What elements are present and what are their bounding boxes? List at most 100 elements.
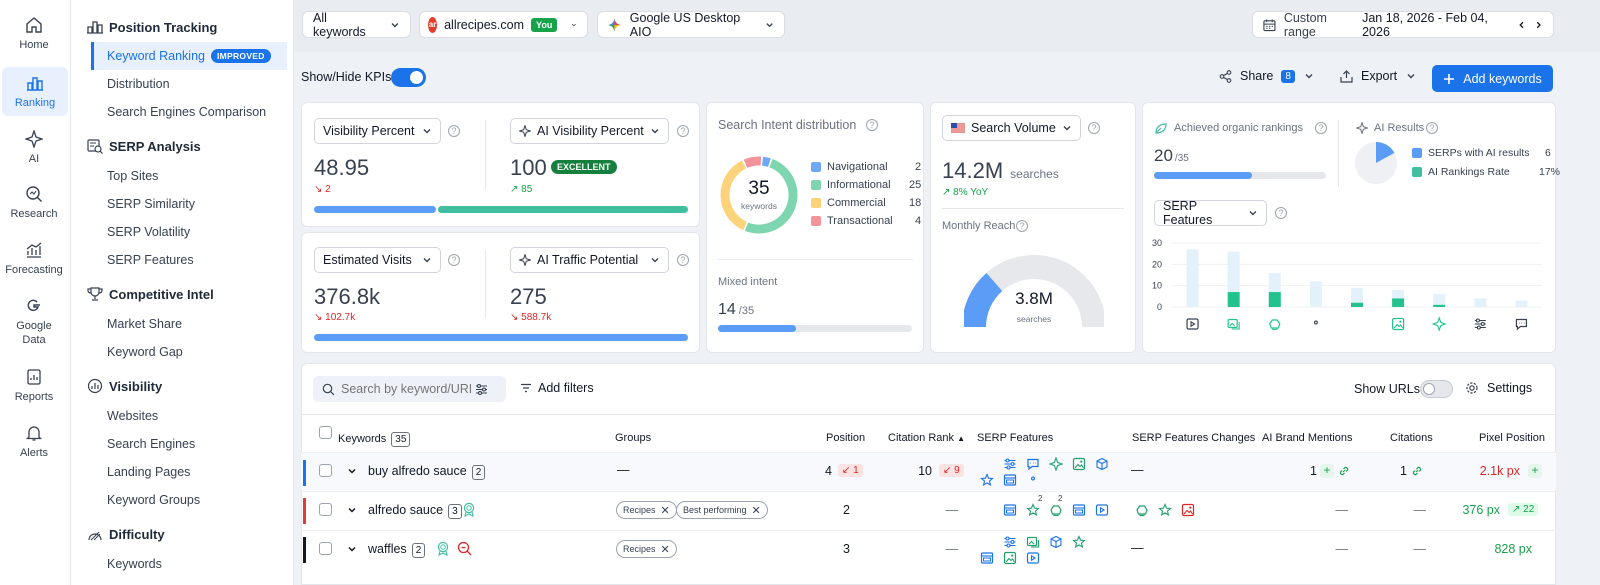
keyword-search-box[interactable] bbox=[313, 376, 506, 402]
expand-chevron-icon[interactable] bbox=[347, 466, 357, 476]
rail-google-data[interactable]: Google Data bbox=[0, 297, 68, 347]
add-mention-icon[interactable]: + bbox=[1320, 464, 1334, 478]
settings-button[interactable]: Settings bbox=[1465, 381, 1532, 395]
nav-item-serp-volatility[interactable]: SERP Volatility bbox=[107, 225, 191, 239]
keyword-cell[interactable]: waffles 2 bbox=[368, 542, 426, 558]
link-icon[interactable] bbox=[1411, 465, 1423, 477]
show-urls-toggle[interactable] bbox=[1420, 380, 1453, 398]
nav-item-landing-pages[interactable]: Landing Pages bbox=[107, 465, 191, 479]
pixel-position-value: 376 px bbox=[1462, 503, 1500, 517]
col-header-pixel-position[interactable]: Pixel Position bbox=[1479, 432, 1546, 444]
nav-item-search-engines-comparison[interactable]: Search Engines Comparison bbox=[107, 105, 267, 119]
col-header-position[interactable]: Position bbox=[826, 432, 866, 444]
nav-item-serp-features[interactable]: SERP Features bbox=[107, 253, 194, 267]
nav-item-websites[interactable]: Websites bbox=[107, 409, 159, 423]
rail-research[interactable]: Research bbox=[0, 185, 68, 221]
date-range-picker[interactable]: Custom range Jan 18, 2026 - Feb 04, 2026 bbox=[1252, 10, 1554, 39]
nav-item-difficulty-keywords[interactable]: Keywords bbox=[107, 557, 162, 571]
remove-tag-icon[interactable]: ✕ bbox=[660, 504, 670, 517]
search-engine-select[interactable]: Google US Desktop AIO bbox=[597, 11, 785, 39]
keywords-filter-select[interactable]: All keywords bbox=[302, 11, 411, 39]
visits-metric-select[interactable]: Estimated Visits bbox=[314, 247, 441, 273]
rail-ranking[interactable]: Ranking bbox=[2, 67, 68, 116]
remove-tag-icon[interactable]: ✕ bbox=[751, 504, 761, 517]
rail-alerts[interactable]: Alerts bbox=[0, 424, 68, 460]
rail-forecasting[interactable]: Forecasting bbox=[0, 241, 68, 277]
chevron-down-icon bbox=[423, 129, 431, 134]
nav-item-keyword-ranking[interactable]: Keyword Ranking IMPROVED bbox=[91, 42, 287, 70]
help-icon[interactable]: ? bbox=[1016, 220, 1028, 232]
col-header-groups[interactable]: Groups bbox=[615, 432, 652, 444]
ai-mentions-value: — bbox=[1335, 542, 1349, 556]
col-header-serp-features[interactable]: SERP Features bbox=[977, 432, 1054, 444]
nav-section-title: SERP Analysis bbox=[109, 138, 201, 154]
nav-item-keyword-gap[interactable]: Keyword Gap bbox=[107, 345, 183, 359]
keyword-cell[interactable]: alfredo sauce 3 bbox=[368, 503, 462, 519]
help-icon[interactable]: ? bbox=[448, 125, 460, 137]
rail-home[interactable]: Home bbox=[0, 16, 68, 52]
chevron-right-icon[interactable] bbox=[1534, 20, 1543, 30]
row-checkbox[interactable] bbox=[319, 542, 332, 555]
help-icon[interactable]: ? bbox=[448, 254, 460, 266]
expand-chevron-icon[interactable] bbox=[347, 505, 357, 515]
citation-change: ↙ 9 bbox=[939, 464, 964, 477]
col-header-citations[interactable]: Citations bbox=[1390, 432, 1433, 444]
search-volume-select[interactable]: Search Volume bbox=[942, 115, 1081, 141]
search-options-sliders-icon[interactable] bbox=[475, 383, 488, 396]
chevron-left-icon[interactable] bbox=[1517, 20, 1526, 30]
help-icon[interactable]: ? bbox=[1088, 122, 1100, 134]
share-button[interactable]: Share 8 bbox=[1219, 69, 1314, 83]
rail-reports[interactable]: Reports bbox=[0, 368, 68, 404]
nav-item-serp-similarity[interactable]: SERP Similarity bbox=[107, 197, 195, 211]
col-header-ai-mentions[interactable]: AI Brand Mentions bbox=[1262, 432, 1353, 444]
serp-feature-count: 2 bbox=[1058, 494, 1063, 503]
col-header-serp-changes[interactable]: SERP Features Changes bbox=[1132, 432, 1256, 444]
date-range-value: Jan 18, 2026 - Feb 04, 2026 bbox=[1362, 10, 1488, 39]
export-button[interactable]: Export bbox=[1340, 69, 1416, 83]
table-row[interactable] bbox=[301, 491, 1556, 529]
keywords-count: 35 bbox=[391, 432, 411, 447]
home-icon bbox=[26, 17, 42, 33]
citation-rank-value: — bbox=[945, 542, 959, 556]
add-filters-button[interactable]: Add filters bbox=[520, 381, 594, 395]
rail-ai[interactable]: AI bbox=[0, 130, 68, 166]
select-all-checkbox[interactable] bbox=[319, 426, 332, 439]
ai-results-pie bbox=[1355, 142, 1397, 184]
ai-visibility-metric-select[interactable]: AI Visibility Percent bbox=[510, 118, 669, 144]
export-label: Export bbox=[1361, 69, 1398, 83]
serp-features-select[interactable]: SERP Features bbox=[1154, 199, 1267, 227]
nav-item-keyword-groups[interactable]: Keyword Groups bbox=[107, 493, 201, 507]
remove-tag-icon[interactable]: ✕ bbox=[660, 543, 670, 556]
table-row[interactable] bbox=[301, 530, 1556, 568]
visibility-metric-select[interactable]: Visibility Percent bbox=[314, 118, 441, 144]
help-icon[interactable]: ? bbox=[866, 119, 878, 131]
nav-item-distribution[interactable]: Distribution bbox=[107, 77, 170, 91]
help-icon[interactable]: ? bbox=[677, 125, 689, 137]
rail-ai-label: AI bbox=[28, 153, 40, 165]
keyword-cell[interactable]: buy alfredo sauce 2 bbox=[368, 464, 486, 480]
ai-traffic-metric-select[interactable]: AI Traffic Potential bbox=[510, 247, 669, 273]
help-icon[interactable]: ? bbox=[1426, 122, 1438, 134]
col-header-keywords[interactable]: Keywords 35 bbox=[338, 432, 411, 447]
nav-item-search-engines[interactable]: Search Engines bbox=[107, 437, 196, 451]
add-keywords-button[interactable]: Add keywords bbox=[1432, 65, 1553, 92]
kpi-toggle-switch[interactable] bbox=[391, 68, 426, 87]
help-icon[interactable]: ? bbox=[1315, 122, 1327, 134]
y-tick-label: 20 bbox=[1152, 259, 1162, 269]
row-color-marker bbox=[303, 460, 306, 486]
nav-item-market-share[interactable]: Market Share bbox=[107, 317, 183, 331]
row-checkbox[interactable] bbox=[319, 464, 332, 477]
category-filters-icon bbox=[1474, 318, 1486, 330]
link-icon[interactable] bbox=[1338, 465, 1350, 477]
legend-label: Transactional bbox=[827, 215, 893, 227]
help-icon[interactable]: ? bbox=[1275, 207, 1287, 219]
expand-chevron-icon[interactable] bbox=[347, 544, 357, 554]
add-pixel-icon[interactable]: + bbox=[1528, 464, 1542, 478]
visits-kpi-card: Estimated Visits ? 376.8k ↘ 102.7k AI Tr… bbox=[301, 232, 700, 353]
help-icon[interactable]: ? bbox=[677, 254, 689, 266]
nav-item-top-sites[interactable]: Top Sites bbox=[107, 169, 159, 183]
keyword-search-input[interactable] bbox=[341, 382, 471, 396]
row-checkbox[interactable] bbox=[319, 503, 332, 516]
col-header-citation-rank[interactable]: Citation Rank ▲ bbox=[888, 432, 965, 444]
site-select[interactable]: ar allrecipes.com You bbox=[419, 11, 588, 38]
